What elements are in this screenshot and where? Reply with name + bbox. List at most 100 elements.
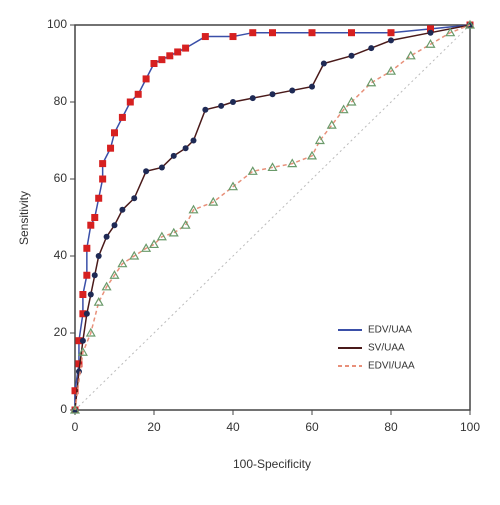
marker — [326, 119, 337, 129]
marker — [101, 281, 112, 291]
marker — [190, 137, 197, 144]
marker — [168, 227, 179, 237]
marker — [118, 113, 126, 121]
legend-label: EDVI/UAA — [368, 361, 415, 372]
marker — [134, 90, 142, 98]
marker — [111, 222, 118, 229]
marker — [111, 129, 118, 137]
marker — [368, 45, 375, 52]
marker — [249, 29, 257, 37]
marker — [227, 181, 239, 191]
marker — [93, 296, 104, 306]
marker — [338, 104, 349, 114]
marker — [346, 96, 357, 106]
marker — [289, 87, 296, 94]
marker — [267, 162, 278, 172]
marker — [309, 83, 315, 90]
y-tick-label: 100 — [47, 17, 67, 31]
marker — [425, 39, 436, 48]
marker — [158, 164, 165, 171]
marker — [107, 144, 115, 152]
marker — [445, 27, 456, 37]
marker — [247, 166, 258, 175]
marker — [75, 360, 83, 368]
marker — [126, 98, 134, 106]
legend-label: SV/UAA — [368, 343, 405, 354]
x-tick-label: 60 — [305, 420, 319, 434]
marker — [103, 233, 110, 240]
marker — [87, 221, 95, 229]
marker — [306, 150, 318, 160]
marker — [188, 204, 199, 214]
marker — [385, 65, 397, 75]
marker — [170, 152, 177, 159]
marker — [95, 253, 102, 259]
x-tick-label: 40 — [226, 420, 240, 434]
y-tick-label: 40 — [54, 248, 68, 262]
marker — [427, 29, 434, 36]
x-tick-label: 20 — [147, 420, 161, 434]
marker — [405, 50, 416, 60]
marker — [109, 270, 120, 279]
x-tick-label: 100 — [460, 420, 480, 434]
marker — [388, 37, 394, 44]
marker — [95, 194, 103, 202]
marker — [249, 95, 256, 102]
marker — [166, 52, 174, 60]
marker — [229, 33, 237, 41]
marker — [75, 337, 83, 345]
marker — [464, 19, 476, 29]
marker — [218, 102, 225, 109]
marker — [158, 56, 166, 64]
y-tick-label: 60 — [54, 171, 68, 185]
x-tick-label: 0 — [72, 420, 79, 434]
y-tick-label: 0 — [60, 402, 67, 416]
marker — [69, 404, 81, 414]
y-tick-label: 80 — [54, 94, 68, 108]
marker — [182, 145, 189, 152]
marker — [180, 219, 191, 229]
marker — [156, 231, 167, 241]
marker — [79, 291, 87, 298]
marker — [91, 214, 99, 221]
marker — [141, 243, 152, 252]
marker — [320, 60, 327, 67]
series-line — [74, 24, 471, 411]
marker — [91, 272, 98, 279]
marker — [87, 291, 94, 298]
marker — [117, 258, 128, 268]
marker — [314, 135, 325, 145]
marker — [348, 52, 355, 59]
marker — [85, 327, 96, 337]
marker — [83, 271, 91, 279]
marker — [129, 250, 140, 260]
marker — [119, 206, 126, 213]
marker — [208, 196, 219, 206]
marker — [77, 347, 88, 356]
y-tick-label: 20 — [54, 325, 68, 339]
marker — [348, 29, 355, 37]
legend-label: EDV/UAA — [368, 325, 412, 336]
marker — [99, 175, 107, 183]
marker — [150, 60, 158, 67]
marker — [75, 368, 82, 375]
marker — [79, 337, 86, 344]
marker — [131, 195, 138, 202]
reference-line — [74, 24, 471, 411]
x-tick-label: 80 — [384, 420, 398, 434]
marker — [143, 168, 150, 175]
marker — [269, 29, 276, 37]
marker — [83, 244, 91, 252]
marker — [99, 160, 107, 168]
marker — [269, 91, 276, 98]
plot-frame — [74, 24, 471, 411]
marker — [308, 29, 316, 37]
marker — [79, 310, 87, 318]
marker — [287, 158, 298, 168]
marker — [148, 239, 160, 249]
marker — [427, 25, 434, 33]
marker — [71, 387, 79, 395]
marker — [182, 44, 190, 52]
marker — [202, 106, 209, 113]
marker — [387, 29, 395, 37]
